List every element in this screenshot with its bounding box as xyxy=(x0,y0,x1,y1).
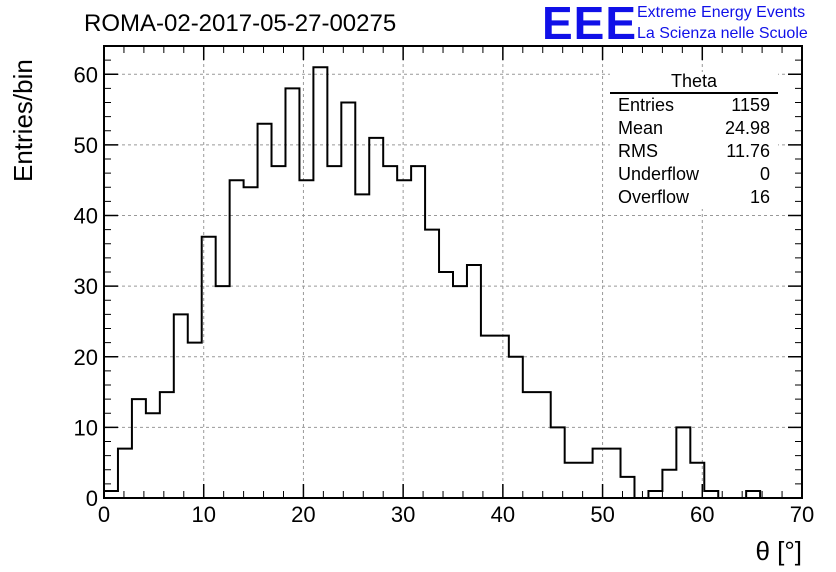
stats-label: Mean xyxy=(618,118,664,138)
x-axis-label: θ [°] xyxy=(755,536,802,566)
x-tick-label: 20 xyxy=(291,502,315,527)
stats-value: 1159 xyxy=(731,95,770,115)
x-tick-label: 70 xyxy=(790,502,814,527)
stats-label: RMS xyxy=(618,141,658,161)
stats-value: 24.98 xyxy=(724,118,770,138)
stats-row-rms: RMS 11.76 xyxy=(610,140,778,163)
eee-logo: EEE xyxy=(542,0,638,49)
run-title: ROMA-02-2017-05-27-00275 xyxy=(84,10,397,37)
stats-title: Theta xyxy=(610,72,778,94)
y-tick-label: 20 xyxy=(74,345,98,370)
x-tick-label: 50 xyxy=(590,502,614,527)
x-tick-label: 60 xyxy=(690,502,714,527)
y-tick-label: 40 xyxy=(74,204,98,229)
stats-label: Overflow xyxy=(618,187,690,207)
logo-subtitle-line1: Extreme Energy Events xyxy=(637,4,806,21)
x-tick-label: 40 xyxy=(491,502,515,527)
stats-row-overflow: Overflow 16 xyxy=(610,186,778,209)
logo-subtitle-line2: La Scienza nelle Scuole xyxy=(637,25,808,42)
stats-value: 16 xyxy=(749,187,770,207)
x-tick-label: 30 xyxy=(391,502,415,527)
stats-label: Entries xyxy=(618,95,675,115)
y-tick-label: 0 xyxy=(86,486,98,511)
stats-box: Theta Entries 1159 Mean 24.98 RMS 11.76 … xyxy=(610,72,778,209)
y-axis-label: Entries/bin xyxy=(8,59,38,182)
axis-ticks: 0 10 20 30 40 50 60 70 0 10 20 30 40 50 60 xyxy=(74,45,814,527)
y-tick-label: 60 xyxy=(74,62,98,87)
stats-row-mean: Mean 24.98 xyxy=(610,117,778,140)
stats-label: Underflow xyxy=(618,164,700,184)
stats-value: 0 xyxy=(759,164,770,184)
histogram-series-line xyxy=(103,66,802,499)
x-tick-label: 10 xyxy=(191,502,215,527)
y-tick-label: 50 xyxy=(74,133,98,158)
stats-row-underflow: Underflow 0 xyxy=(610,163,778,186)
y-tick-label: 30 xyxy=(74,274,98,299)
y-tick-label: 10 xyxy=(74,415,98,440)
x-tick-label: 0 xyxy=(98,502,110,527)
stats-value: 11.76 xyxy=(726,141,770,161)
stats-row-entries: Entries 1159 xyxy=(610,94,778,117)
